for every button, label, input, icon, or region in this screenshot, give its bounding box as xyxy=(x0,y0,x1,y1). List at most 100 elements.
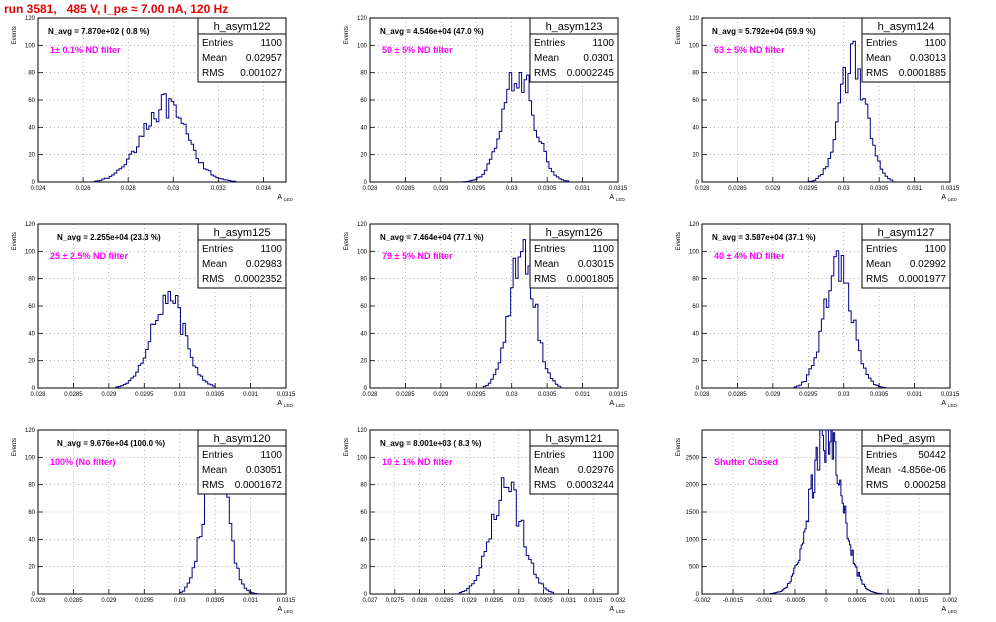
y-tick-label: 20 xyxy=(692,359,699,365)
stats-value: 1100 xyxy=(260,450,282,461)
x-tick-label: 0.03 xyxy=(838,392,850,398)
x-tick-label: 0.0315 xyxy=(609,186,628,192)
x-axis-label: A xyxy=(941,194,946,201)
y-tick-label: 80 xyxy=(28,71,35,77)
stats-value: 0.0002245 xyxy=(567,68,615,79)
x-tick-label: 0.028 xyxy=(30,598,46,604)
y-tick-label: 80 xyxy=(360,277,367,283)
y-tick-label: 100 xyxy=(25,455,36,461)
histogram-outline xyxy=(807,40,894,183)
filter-label: 50 ± 5% ND filter xyxy=(382,45,453,55)
stats-box xyxy=(197,223,287,289)
y-tick-label: 120 xyxy=(25,428,36,434)
x-tick-label: 0.0285 xyxy=(396,392,415,398)
histogram-panel: 0.028 0.0285 0.029 0.0295 0.03 0.0305 0.031 0.0… xyxy=(676,16,960,202)
y-tick-label: 20 xyxy=(360,359,367,365)
stats-value: 0.03051 xyxy=(246,465,283,476)
x-tick-label: 0.0315 xyxy=(941,186,960,192)
y-tick-label: 0 xyxy=(364,180,368,186)
y-tick-label: 40 xyxy=(692,331,699,337)
x-axis-label-sub: LED xyxy=(616,403,626,408)
y-tick-label: 40 xyxy=(28,125,35,131)
x-tick-label: -0.0005 xyxy=(785,598,806,604)
x-tick-label: 0.031 xyxy=(575,392,591,398)
stats-box xyxy=(861,223,951,289)
stats-value: 0.02992 xyxy=(910,259,947,270)
x-tick-label: 0.0285 xyxy=(435,598,454,604)
stats-label: RMS xyxy=(202,480,225,491)
stats-value: 0.03013 xyxy=(910,53,947,64)
y-tick-label: 80 xyxy=(692,277,699,283)
x-tick-label: 0.026 xyxy=(76,186,92,192)
stats-label: RMS xyxy=(866,480,889,491)
x-tick-label: 0.0315 xyxy=(277,598,296,604)
histogram-outline xyxy=(461,71,570,183)
y-tick-label: 100 xyxy=(689,249,700,255)
x-tick-label: 0.0295 xyxy=(467,186,486,192)
stats-value: 50442 xyxy=(918,450,946,461)
stats-box-title: h_asym121 xyxy=(546,433,603,445)
x-tick-label: 0.029 xyxy=(433,392,449,398)
y-axis-label: Events xyxy=(12,438,18,456)
histogram-panel: 0.028 0.0285 0.029 0.0295 0.03 0.0305 0.031 0.0… xyxy=(12,222,296,408)
stats-value: 0.0001885 xyxy=(899,68,947,79)
histogram-outline xyxy=(769,429,883,595)
y-tick-label: 120 xyxy=(689,16,700,22)
y-tick-label: 1000 xyxy=(686,537,700,543)
x-tick-label: 0.0315 xyxy=(941,392,960,398)
y-tick-label: 40 xyxy=(28,331,35,337)
y-tick-label: 20 xyxy=(360,565,367,571)
x-tick-label: -0.001 xyxy=(755,598,773,604)
y-tick-label: 40 xyxy=(360,331,367,337)
navg-label: N_avg = 2.255e+04 (23.3 %) xyxy=(57,233,161,242)
y-axis-label: Events xyxy=(344,232,350,250)
x-axis-label: A xyxy=(277,606,282,613)
x-tick-label: 0.029 xyxy=(433,186,449,192)
stats-label: RMS xyxy=(534,68,557,79)
filter-label: 25 ± 2.5% ND filter xyxy=(50,251,128,261)
histogram-outline xyxy=(458,477,555,594)
filter-label: 10 ± 1% ND filter xyxy=(382,457,453,467)
y-tick-label: 40 xyxy=(360,125,367,131)
x-tick-label: 0.0285 xyxy=(728,186,747,192)
y-tick-label: 60 xyxy=(360,98,367,104)
y-tick-label: 80 xyxy=(360,71,367,77)
x-tick-label: 0.0315 xyxy=(584,598,603,604)
x-tick-label: 0.0305 xyxy=(870,186,889,192)
y-tick-label: 0 xyxy=(32,592,36,598)
x-tick-label: 0.0295 xyxy=(799,392,818,398)
y-axis-label: Events xyxy=(344,438,350,456)
x-axis-label-sub: LED xyxy=(948,403,958,408)
x-tick-label: 0.028 xyxy=(694,186,710,192)
stats-box-title: h_asym123 xyxy=(546,21,603,33)
x-tick-label: 0.0295 xyxy=(135,598,154,604)
x-tick-label: 0.03 xyxy=(174,392,186,398)
x-tick-label: 0.0285 xyxy=(728,392,747,398)
stats-label: Entries xyxy=(202,244,233,255)
x-axis-label-sub: LED xyxy=(616,609,626,614)
y-tick-label: 20 xyxy=(360,153,367,159)
x-tick-label: 0.0275 xyxy=(386,598,405,604)
navg-label: N_avg = 4.546e+04 (47.0 %) xyxy=(380,27,484,36)
x-tick-label: 0.001 xyxy=(880,598,896,604)
stats-box-title: h_asym125 xyxy=(214,227,271,239)
histogram-outline xyxy=(93,93,237,183)
y-tick-label: 20 xyxy=(28,359,35,365)
stats-label: Mean xyxy=(866,259,891,270)
x-tick-label: 0.03 xyxy=(174,598,186,604)
stats-box xyxy=(529,17,619,83)
stats-label: RMS xyxy=(202,68,225,79)
x-tick-label: -0.0015 xyxy=(723,598,744,604)
filter-label: 63 ± 5% ND filter xyxy=(714,45,785,55)
stats-box xyxy=(861,17,951,83)
stats-value: 1100 xyxy=(260,38,282,49)
x-tick-label: 0.0295 xyxy=(485,598,504,604)
x-tick-label: 0.03 xyxy=(167,186,179,192)
navg-label: N_avg = 5.792e+04 (59.9 %) xyxy=(712,27,816,36)
stats-value: 0.02957 xyxy=(246,53,283,64)
stats-box-title: h_asym124 xyxy=(878,21,935,33)
histogram-outline xyxy=(482,239,562,389)
y-tick-label: 2000 xyxy=(686,483,700,489)
x-tick-label: 0.03 xyxy=(513,598,525,604)
y-tick-label: 0 xyxy=(696,386,700,392)
